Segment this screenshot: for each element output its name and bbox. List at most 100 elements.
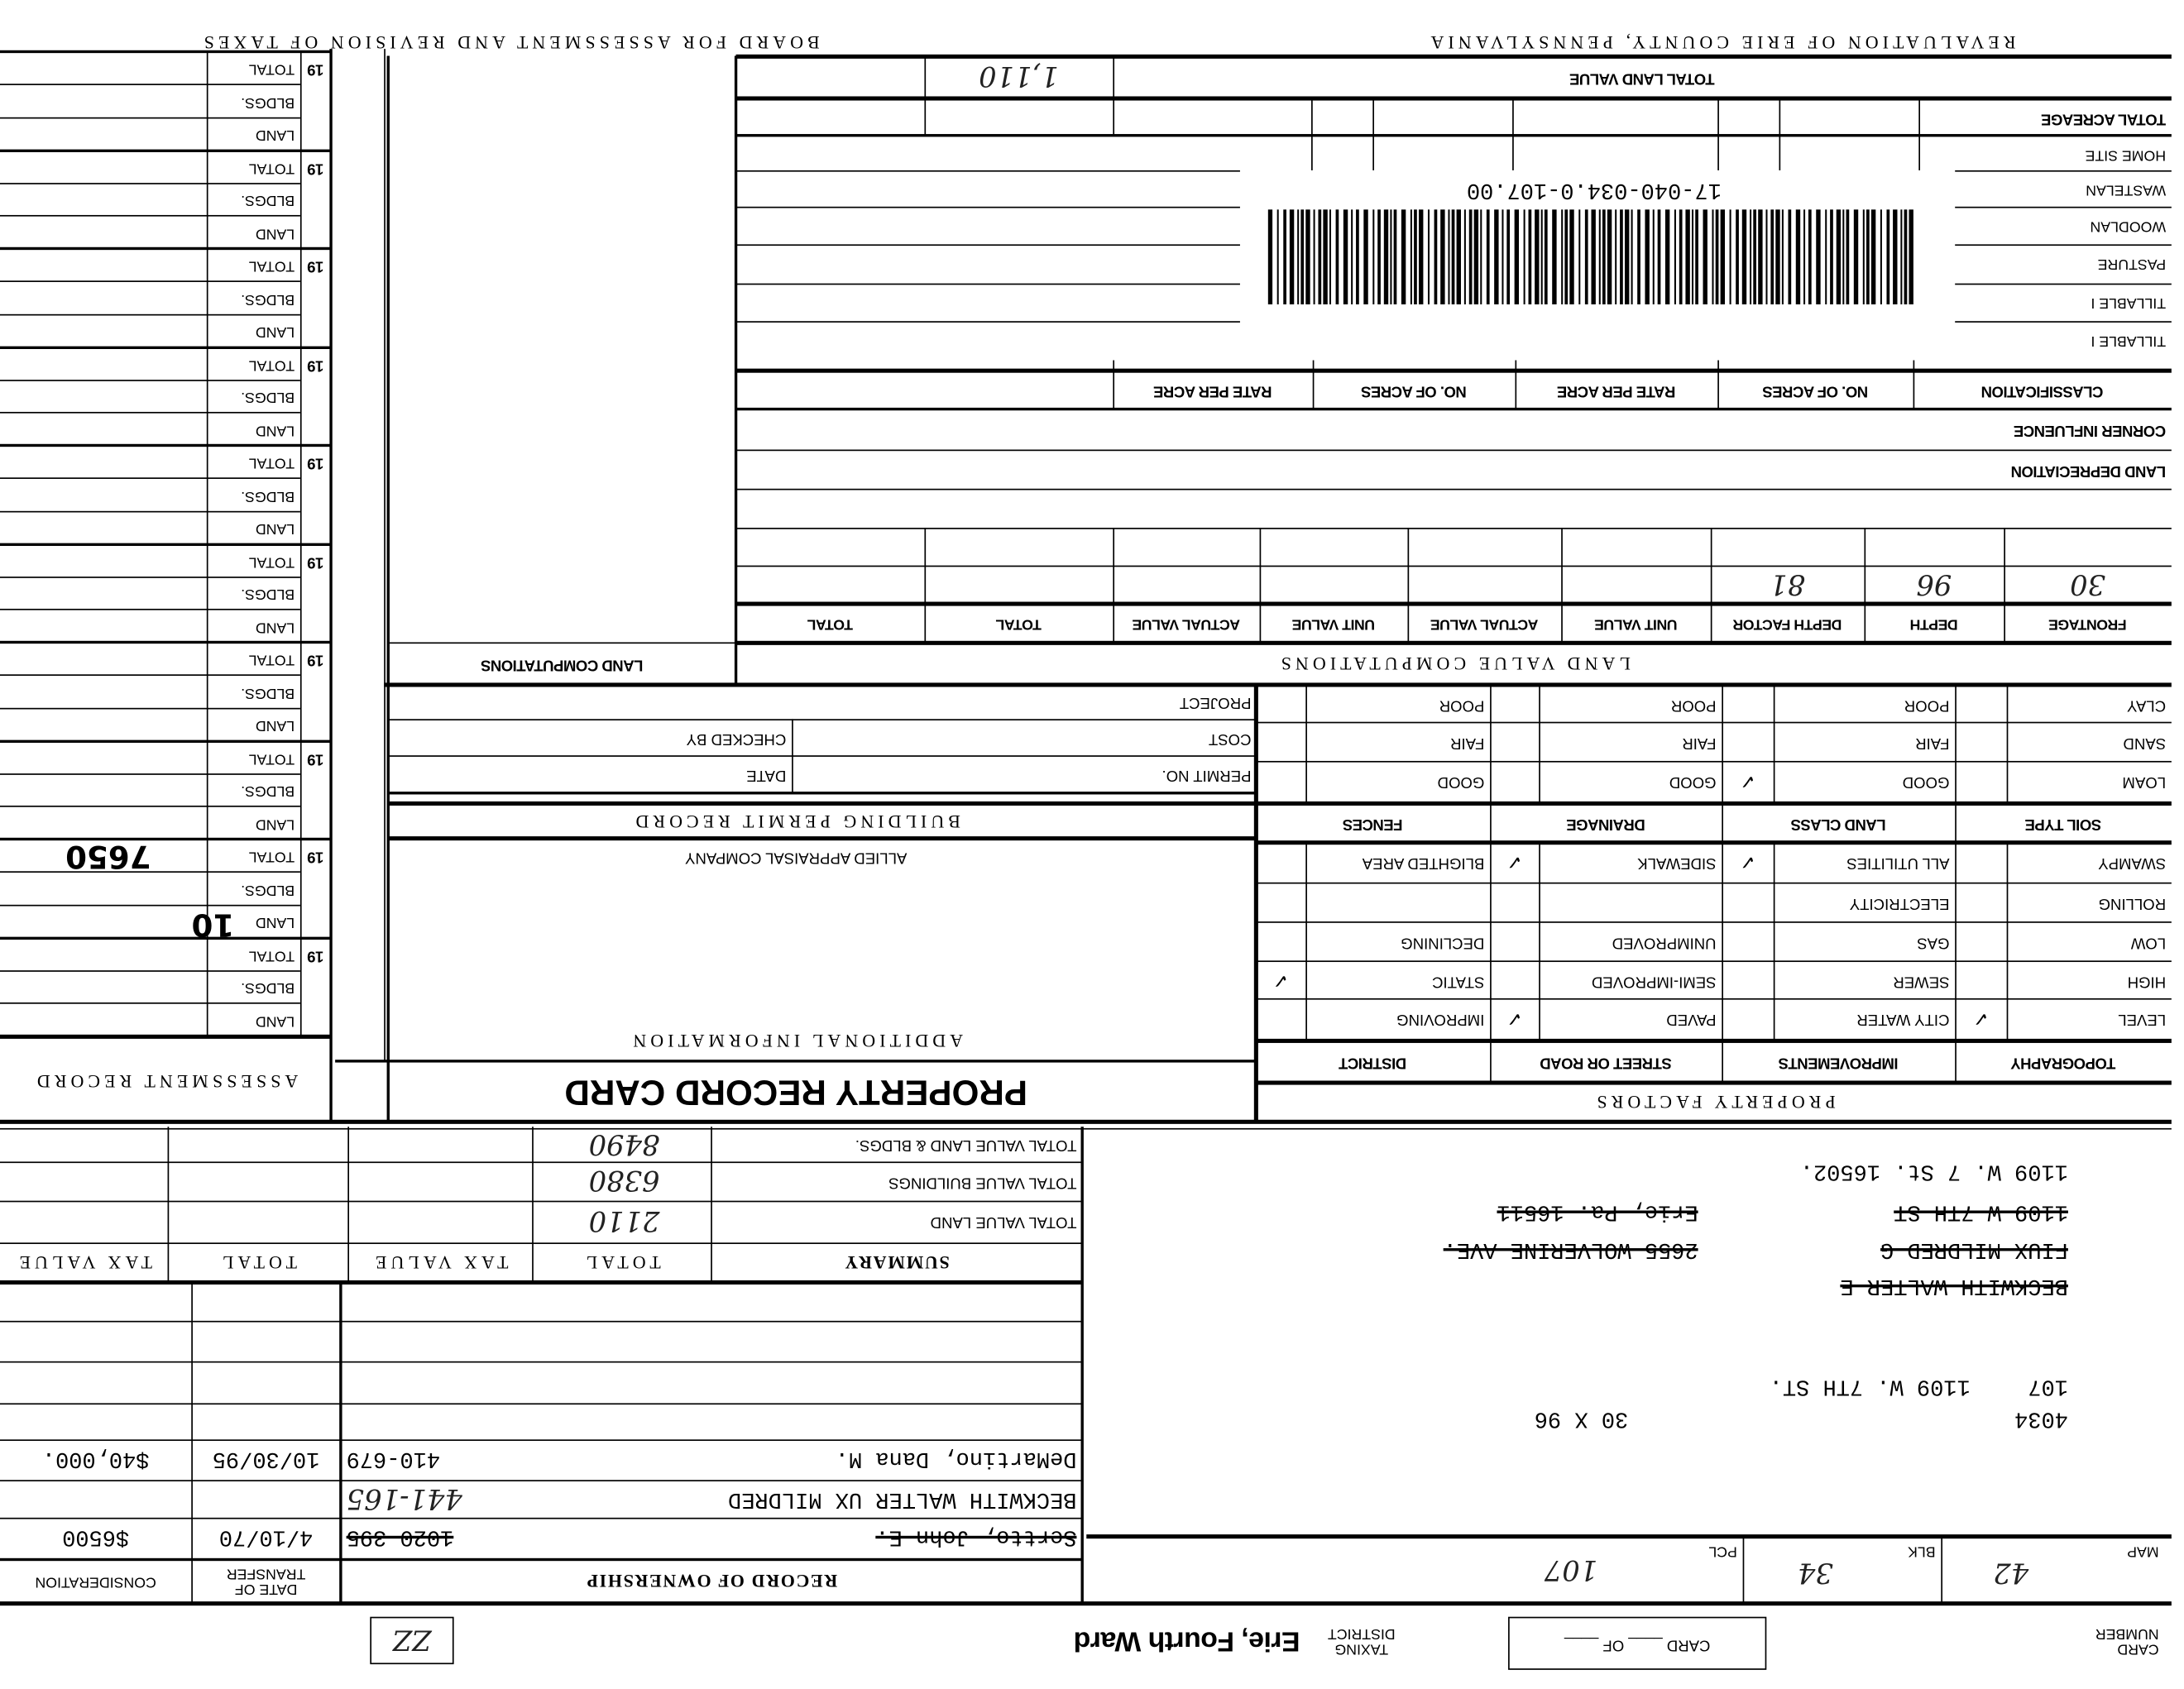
total-land-value-entry: 1,110 bbox=[979, 60, 1059, 94]
barcode-bar bbox=[1904, 209, 1908, 304]
barcode-bar bbox=[1842, 209, 1845, 304]
owner-deed-book: 410-679 bbox=[346, 1447, 441, 1472]
assessment-row-label: TOTAL bbox=[248, 454, 295, 471]
barcode-bar bbox=[1753, 209, 1756, 304]
rule-line bbox=[0, 443, 332, 447]
barcode-bar bbox=[1880, 209, 1882, 304]
assessment-row-label: BLDGS. bbox=[241, 93, 295, 110]
barcode-bar bbox=[1765, 209, 1768, 304]
barcode-bar bbox=[1329, 209, 1332, 304]
assessment-row-label: LAND bbox=[255, 323, 295, 340]
pcl-value: 107 bbox=[1544, 1554, 1598, 1589]
owner-deed-book: 1020-395 bbox=[346, 1524, 454, 1551]
classification-header: RATE PER ACRE bbox=[1153, 382, 1272, 400]
summary-row-label: TOTAL VALUE LAND bbox=[930, 1213, 1077, 1230]
rule-line bbox=[1912, 360, 1914, 409]
taxing-district-value: Erie, Fourth Ward bbox=[1074, 1625, 1300, 1657]
rule-line bbox=[0, 477, 300, 479]
rule-line bbox=[0, 935, 332, 940]
assessment-row-label: BLDGS. bbox=[241, 191, 295, 208]
barcode-bar bbox=[1720, 209, 1726, 304]
barcode-bar bbox=[1685, 209, 1690, 304]
rule-line bbox=[735, 600, 2172, 605]
computation-header: FRONTAGE bbox=[2048, 615, 2127, 632]
owner-deed-book: 441-165 bbox=[346, 1483, 462, 1518]
rule-line bbox=[0, 1280, 1083, 1285]
barcode-bar bbox=[1712, 209, 1714, 304]
rule-line bbox=[1305, 684, 1307, 803]
card-of-label: CARD ____ OF ____ bbox=[1564, 1635, 1711, 1653]
barcode-bar bbox=[1816, 209, 1821, 304]
rule-line bbox=[388, 754, 1257, 757]
soil-header: FENCES bbox=[1343, 815, 1403, 832]
rule-line bbox=[1538, 841, 1540, 1041]
rule-line bbox=[0, 379, 300, 380]
rule-line bbox=[735, 407, 2172, 411]
rule-line bbox=[735, 282, 1240, 285]
barcode-bar bbox=[1419, 209, 1424, 304]
transfer-date bbox=[191, 1480, 341, 1519]
barcode-bar bbox=[1528, 209, 1532, 304]
barcode-bar bbox=[1624, 209, 1630, 304]
property-factor-header: TOPOGRAPHY bbox=[2010, 1054, 2116, 1071]
rule-line bbox=[388, 792, 1257, 795]
rule-line bbox=[735, 527, 2172, 529]
permit-no-label: PERMIT NO. bbox=[1161, 767, 1252, 784]
barcode-bar bbox=[1540, 209, 1543, 304]
assessment-row-label: BLDGS. bbox=[241, 388, 295, 405]
rule-line bbox=[0, 773, 300, 774]
revaluation-title: REVALUATION OF ERIE COUNTY, PENNSYLVANIA bbox=[1426, 31, 2016, 53]
rule-line bbox=[0, 640, 332, 644]
depth-value: 96 bbox=[1916, 568, 1952, 602]
soil-option: FAIR bbox=[1682, 734, 1717, 751]
rule-line bbox=[1255, 720, 2172, 723]
computation-header: TOTAL bbox=[995, 615, 1042, 632]
barcode-bar bbox=[1909, 209, 1913, 304]
rule-line bbox=[0, 1320, 1083, 1322]
barcode-bar bbox=[1377, 209, 1381, 304]
property-factor-option: PAVED bbox=[1666, 1010, 1717, 1027]
rule-line bbox=[1112, 528, 1114, 643]
barcode-bar bbox=[1808, 209, 1812, 304]
land-computations-title: LAND COMPUTATIONS bbox=[481, 655, 644, 673]
rule-line bbox=[1955, 205, 2172, 208]
barcode-bar bbox=[1414, 209, 1417, 304]
rule-line bbox=[1255, 1079, 2172, 1084]
land-class-row-label: TILLABLE I bbox=[2091, 294, 2167, 311]
rule-line bbox=[0, 1033, 332, 1039]
rule-line bbox=[735, 95, 2172, 100]
rule-line bbox=[347, 1127, 349, 1282]
classification-header: CLASSIFICATION bbox=[1981, 382, 2104, 400]
barcode-bar bbox=[1267, 209, 1273, 304]
assessment-year-prefix: 19 bbox=[307, 60, 324, 78]
rule-line bbox=[1305, 841, 1307, 1041]
barcode-bar bbox=[1463, 209, 1466, 304]
barcode-bar bbox=[1788, 209, 1792, 304]
property-factor-option: UNIMPROVED bbox=[1612, 933, 1717, 951]
assessment-row-label: BLDGS. bbox=[241, 782, 295, 799]
rule-line bbox=[0, 608, 300, 610]
additional-information-title: ADDITIONAL INFORMATION bbox=[629, 1031, 964, 1052]
rule-line bbox=[531, 1127, 533, 1282]
rule-line bbox=[0, 246, 332, 251]
barcode-bar bbox=[1535, 209, 1540, 304]
rule-line bbox=[791, 719, 793, 793]
rule-line bbox=[735, 134, 2172, 137]
barcode-bar bbox=[1695, 209, 1698, 304]
rule-line bbox=[923, 528, 926, 643]
barcode-bar bbox=[1602, 209, 1606, 304]
summary-handwritten: 6380 bbox=[588, 1165, 660, 1199]
rule-line bbox=[1086, 1533, 2172, 1538]
rule-line bbox=[1080, 1127, 1084, 1603]
assessment-row-label: TOTAL bbox=[248, 553, 295, 570]
rule-line bbox=[0, 1002, 300, 1004]
barcode-bar bbox=[1664, 209, 1670, 304]
assessment-row-label: TOTAL bbox=[248, 159, 295, 176]
rule-line bbox=[1954, 684, 1956, 1083]
rule-line bbox=[1514, 360, 1516, 409]
property-factor-option: CITY WATER bbox=[1856, 1010, 1950, 1027]
rule-line bbox=[1311, 360, 1314, 409]
barcode-bar bbox=[1456, 209, 1461, 304]
assessment-year-prefix: 19 bbox=[307, 651, 324, 668]
barcode-bar bbox=[1692, 209, 1694, 304]
